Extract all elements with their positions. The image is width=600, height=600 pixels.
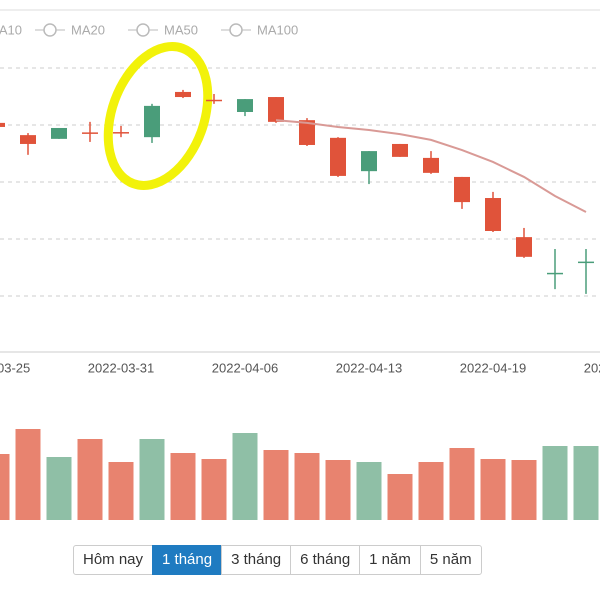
volume-bar bbox=[325, 460, 351, 520]
x-tick-label: 2022-04-25 bbox=[584, 360, 600, 375]
candle-body bbox=[82, 132, 98, 134]
volume-bar bbox=[263, 450, 289, 520]
x-tick-label: 2022-03-25 bbox=[0, 360, 30, 375]
legend-label: MA10 bbox=[0, 22, 22, 37]
range-button[interactable]: 5 năm bbox=[419, 545, 482, 575]
x-tick-label: 2022-04-06 bbox=[212, 360, 279, 375]
volume-bar bbox=[108, 462, 134, 520]
candle-body bbox=[144, 105, 160, 138]
volume-bar bbox=[387, 474, 413, 520]
candle-body bbox=[206, 99, 222, 102]
volume-bar bbox=[294, 453, 320, 520]
candle-body bbox=[113, 132, 129, 134]
legend-marker bbox=[229, 23, 243, 37]
candle-body bbox=[330, 137, 346, 176]
ma-line bbox=[275, 119, 587, 213]
x-tick-label: 2022-04-13 bbox=[336, 360, 403, 375]
candle-body bbox=[423, 157, 439, 173]
candle-body bbox=[0, 122, 5, 127]
legend-marker bbox=[43, 23, 57, 37]
range-button[interactable]: Hôm nay bbox=[73, 545, 154, 575]
volume-bar bbox=[542, 446, 568, 520]
candle-body bbox=[237, 99, 253, 112]
range-button[interactable]: 1 năm bbox=[359, 545, 421, 575]
highlight bbox=[103, 42, 213, 190]
volume-bar bbox=[0, 454, 10, 520]
volume-bar bbox=[170, 453, 196, 520]
volume-bar bbox=[46, 457, 72, 520]
candle-body bbox=[547, 272, 563, 275]
candle-body bbox=[454, 176, 470, 203]
candle-body bbox=[485, 198, 501, 231]
x-tick-label: 2022-03-31 bbox=[88, 360, 155, 375]
range-button[interactable]: 3 tháng bbox=[221, 545, 292, 575]
candle-body bbox=[299, 120, 315, 145]
candle-body bbox=[175, 91, 191, 98]
candle-body bbox=[578, 261, 594, 264]
range-button[interactable]: 1 tháng bbox=[152, 545, 223, 575]
volume-bar bbox=[77, 439, 103, 520]
candle-body bbox=[392, 143, 408, 157]
volume-bar bbox=[449, 448, 475, 520]
volume-bar bbox=[573, 446, 599, 520]
volume-bar bbox=[232, 433, 258, 520]
legend-marker bbox=[136, 23, 150, 37]
candle-body bbox=[51, 127, 67, 139]
candle-body bbox=[20, 135, 36, 144]
volume-bar bbox=[418, 462, 444, 520]
candle-body bbox=[361, 151, 377, 172]
legend-label: MA100 bbox=[257, 22, 298, 37]
x-tick-label: 2022-04-19 bbox=[460, 360, 527, 375]
candle-body bbox=[268, 97, 284, 122]
chart: MA10 MA20 MA50 MA100 2022-03-25 2022-03-31 202… bbox=[0, 9, 600, 520]
volume-bar bbox=[15, 429, 41, 520]
candle-body bbox=[516, 237, 532, 257]
volume-bar bbox=[139, 439, 165, 520]
grid bbox=[0, 67, 600, 297]
volume-bar bbox=[201, 459, 227, 520]
volume-bar bbox=[480, 459, 506, 520]
volume-bar bbox=[356, 462, 382, 520]
legend-label: MA20 bbox=[71, 22, 105, 37]
volume-bar bbox=[511, 460, 537, 520]
range-button[interactable]: 6 tháng bbox=[290, 545, 361, 575]
legend-label: MA50 bbox=[164, 22, 198, 37]
range-buttons: Hôm nay 1 tháng 3 tháng 6 tháng 1 năm 5 năm bbox=[73, 545, 482, 575]
